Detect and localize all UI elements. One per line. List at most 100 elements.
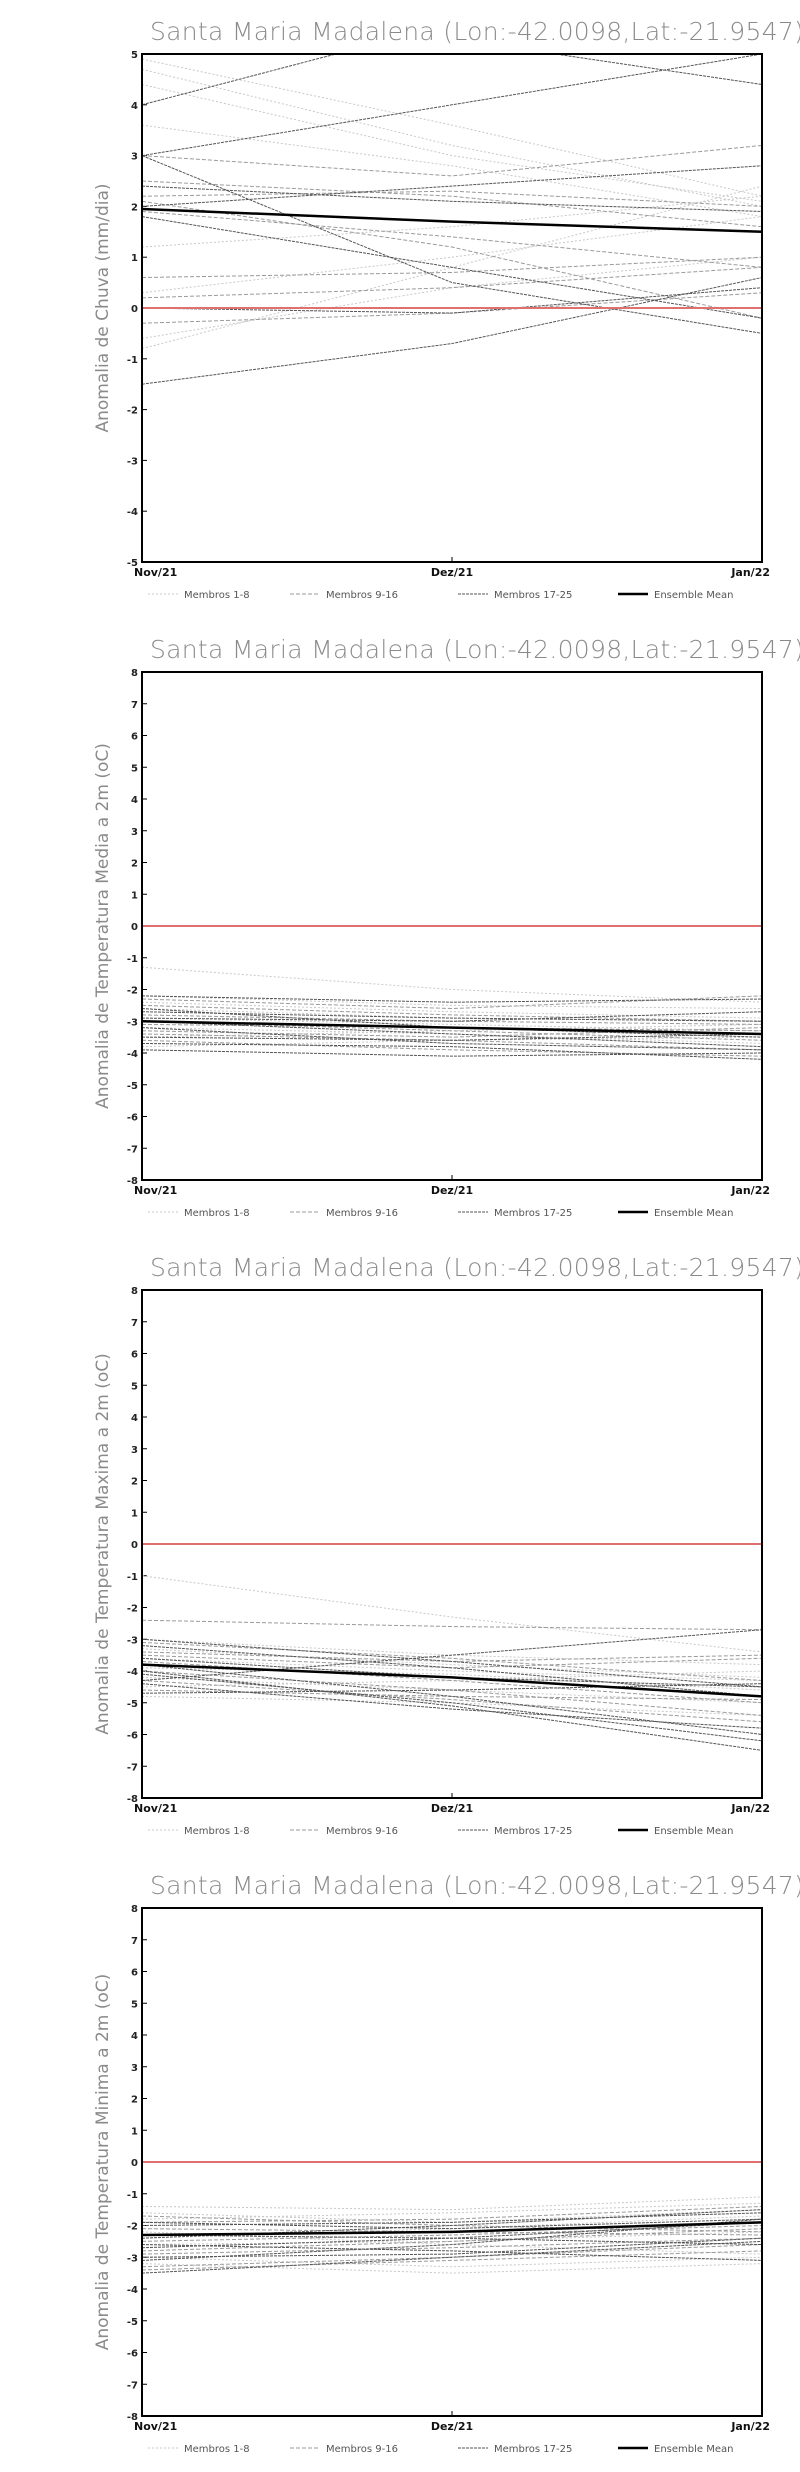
member-line-17 xyxy=(142,1629,762,1682)
series-group xyxy=(142,1543,762,1751)
y-tick-label: 4 xyxy=(131,2031,138,2042)
member-line-7 xyxy=(142,1036,762,1048)
member-line-22 xyxy=(142,1011,762,1022)
y-tick-label: 4 xyxy=(131,101,138,112)
y-tick-label: 5 xyxy=(131,1999,138,2010)
member-line-20 xyxy=(142,1049,762,1057)
y-tick-label: -1 xyxy=(127,355,138,366)
member-line-7 xyxy=(142,1695,762,1716)
legend-label: Membros 1-8 xyxy=(184,1208,250,1219)
member-line-6 xyxy=(142,2209,762,2223)
member-line-4 xyxy=(142,124,762,218)
member-line-10 xyxy=(142,2225,762,2242)
member-line-24 xyxy=(142,185,762,212)
y-tick-label: 5 xyxy=(131,1381,138,1392)
legend-label: Membros 17-25 xyxy=(494,2444,572,2455)
legend-label: Membros 1-8 xyxy=(184,590,250,601)
chart-panel-4: Santa Maria Madalena (Lon:-42.0098,Lat:-… xyxy=(93,1871,800,2455)
y-tick-label: -7 xyxy=(127,1762,138,1773)
legend-label: Ensemble Mean xyxy=(654,590,733,601)
legend-label: Ensemble Mean xyxy=(654,1826,733,1837)
member-line-20 xyxy=(142,2240,762,2274)
legend-label: Membros 17-25 xyxy=(494,590,572,601)
x-tick-label: Jan/22 xyxy=(730,2420,770,2433)
member-line-5 xyxy=(142,1670,762,1688)
x-tick-label: Nov/21 xyxy=(134,1184,177,1197)
y-tick-label: 0 xyxy=(131,922,138,933)
y-axis-label: Anomalia de Temperatura Maxima a 2m (oC) xyxy=(93,1353,113,1735)
legend-label: Membros 9-16 xyxy=(326,1208,398,1219)
x-tick-label: Nov/21 xyxy=(134,566,177,579)
series-group xyxy=(142,925,762,1060)
x-tick-label: Nov/21 xyxy=(134,1802,177,1815)
legend-label: Membros 17-25 xyxy=(494,1208,572,1219)
member-line-17 xyxy=(142,995,762,1003)
member-line-22 xyxy=(142,2218,762,2230)
member-line-2 xyxy=(142,995,762,1010)
y-tick-label: 1 xyxy=(131,253,138,264)
legend-label: Ensemble Mean xyxy=(654,2444,733,2455)
y-tick-label: -4 xyxy=(127,1049,138,1060)
member-line-6 xyxy=(142,1017,762,1032)
y-tick-label: 7 xyxy=(131,1936,138,1947)
member-line-10 xyxy=(142,1014,762,1025)
member-line-13 xyxy=(142,266,762,299)
y-tick-label: 1 xyxy=(131,890,138,901)
series-group xyxy=(142,54,762,385)
member-line-17 xyxy=(142,2212,762,2226)
member-line-25 xyxy=(142,1670,762,1751)
y-tick-label: -4 xyxy=(127,2285,138,2296)
member-line-10 xyxy=(142,180,762,228)
ensemble-mean-line xyxy=(142,2221,762,2237)
chart-panel-3: Santa Maria Madalena (Lon:-42.0098,Lat:-… xyxy=(93,1253,800,1837)
member-line-12 xyxy=(142,1033,762,1051)
member-line-23 xyxy=(142,1683,762,1694)
y-tick-label: 8 xyxy=(131,668,138,679)
member-line-9 xyxy=(142,1619,762,1631)
y-tick-label: 2 xyxy=(131,1477,138,1488)
member-line-3 xyxy=(142,1657,762,1682)
plot-frame xyxy=(141,671,763,1181)
member-line-17 xyxy=(142,54,338,106)
member-line-18 xyxy=(142,1011,762,1022)
y-tick-label: -5 xyxy=(127,2317,138,2328)
y-tick-label: -8 xyxy=(127,2412,138,2423)
member-line-1 xyxy=(142,1575,762,1653)
plot-frame xyxy=(141,1289,763,1799)
y-tick-label: -8 xyxy=(127,1176,138,1187)
y-tick-label: -5 xyxy=(127,1699,138,1710)
x-tick-label: Jan/22 xyxy=(730,566,770,579)
member-line-20 xyxy=(142,287,762,314)
member-line-14 xyxy=(142,1004,762,1022)
y-tick-label: -6 xyxy=(127,2349,138,2360)
y-tick-label: -3 xyxy=(127,2253,138,2264)
y-tick-label: -3 xyxy=(127,1017,138,1028)
y-tick-label: -2 xyxy=(127,2222,138,2233)
y-tick-label: 3 xyxy=(131,1445,138,1456)
member-line-10 xyxy=(142,1651,762,1662)
y-tick-label: -1 xyxy=(127,954,138,965)
member-line-23 xyxy=(142,216,762,319)
x-tick-label: Dez/21 xyxy=(431,566,473,579)
member-line-19 xyxy=(142,1020,762,1048)
member-line-6 xyxy=(142,216,762,294)
y-tick-label: 1 xyxy=(131,2126,138,2137)
member-line-25 xyxy=(142,1042,762,1060)
member-line-4 xyxy=(142,2256,762,2268)
y-tick-label: 4 xyxy=(131,795,138,806)
member-line-14 xyxy=(142,292,762,324)
member-line-13 xyxy=(142,1680,762,1723)
y-tick-label: -3 xyxy=(127,1635,138,1646)
member-line-2 xyxy=(142,2202,762,2220)
y-tick-label: 7 xyxy=(131,1318,138,1329)
y-tick-label: 6 xyxy=(131,1350,138,1361)
y-axis-label: Anomalia de Temperatura Minima a 2m (oC) xyxy=(93,1974,113,2351)
chart-panel-2: Santa Maria Madalena (Lon:-42.0098,Lat:-… xyxy=(93,635,800,1219)
y-tick-label: -4 xyxy=(127,507,138,518)
member-line-23 xyxy=(142,1033,762,1041)
x-tick-label: Dez/21 xyxy=(431,1184,473,1197)
member-line-9 xyxy=(142,144,762,177)
chart-title: Santa Maria Madalena (Lon:-42.0098,Lat:-… xyxy=(150,1871,800,1900)
member-line-2 xyxy=(142,68,762,207)
